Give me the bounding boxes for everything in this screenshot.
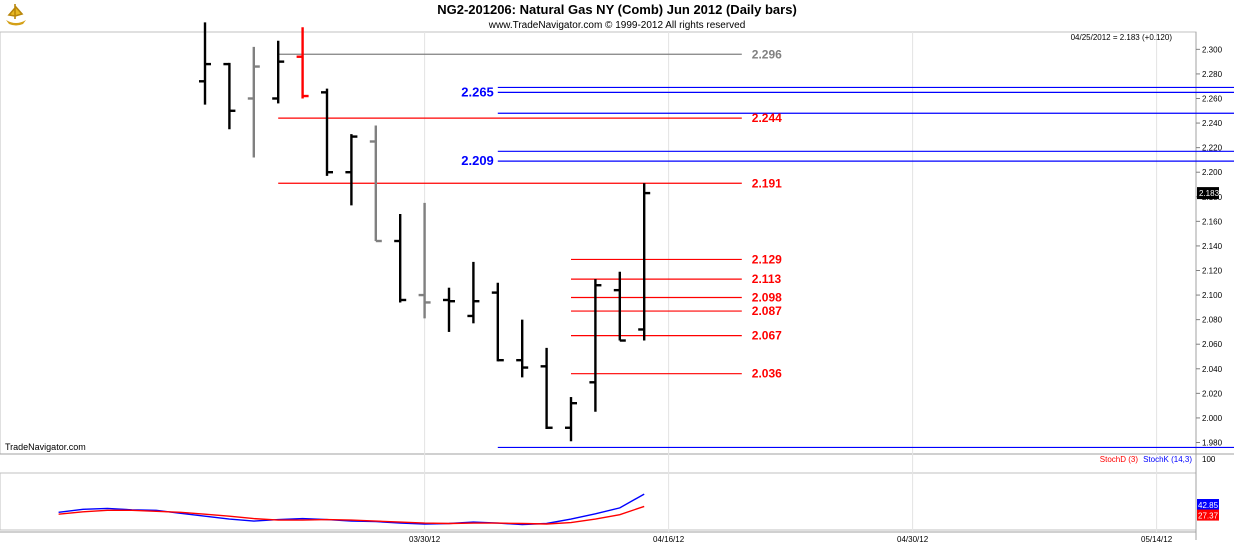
ohlc-bar <box>345 134 358 206</box>
stoch-d-value-box <box>1197 509 1219 521</box>
level-label: 2.113 <box>752 272 782 286</box>
level-label: 2.036 <box>752 367 782 381</box>
ohlc-bar <box>199 22 211 105</box>
ohlc-bar <box>296 27 309 99</box>
price-tick-label: 2.020 <box>1202 389 1223 398</box>
ohlc-bar <box>321 88 333 176</box>
ohlc-bar <box>638 183 651 341</box>
date-tick-label: 04/30/12 <box>897 535 929 544</box>
stoch-d-line <box>58 505 645 525</box>
stoch-d-value: 27.37 <box>1198 512 1219 521</box>
price-tick-label: 2.080 <box>1202 316 1223 325</box>
stoch-k-value-box <box>1197 499 1219 511</box>
price-tick-label: 2.100 <box>1202 291 1223 300</box>
date-tick-label: 05/14/12 <box>1141 535 1173 544</box>
price-tick-label: 2.120 <box>1202 266 1223 275</box>
oscillator-pane <box>0 472 1197 531</box>
ohlc-bar <box>565 397 577 442</box>
last-price-label: 2.183 <box>1199 189 1220 198</box>
ohlc-bar <box>272 40 285 104</box>
ohlc-bar <box>394 213 407 303</box>
price-tick-label: 2.200 <box>1202 168 1223 177</box>
level-label: 2.067 <box>752 329 782 343</box>
copyright-subtitle: www.TradeNavigator.com © 1999-2012 All r… <box>488 20 746 31</box>
price-tick-label: 2.240 <box>1202 119 1223 128</box>
price-tick-label: 2.160 <box>1202 217 1223 226</box>
price-tick-label: 2.060 <box>1202 340 1223 349</box>
ohlc-bar <box>516 319 529 378</box>
level-label: 2.244 <box>752 111 782 125</box>
ohlc-bar <box>443 287 455 332</box>
level-label: 2.087 <box>752 304 782 318</box>
price-tick-label: 2.000 <box>1202 414 1223 423</box>
price-tick-label: 2.280 <box>1202 70 1223 79</box>
level-label: 2.191 <box>752 176 782 190</box>
ohlc-bar <box>247 46 260 158</box>
price-tick-label: 1.980 <box>1202 439 1223 448</box>
price-pane <box>0 31 1197 455</box>
level-label: 2.129 <box>752 252 782 266</box>
stoch-d-legend: StochD (3) <box>1100 455 1139 464</box>
stoch-k-value: 42.85 <box>1198 501 1219 510</box>
price-tick-label: 2.220 <box>1202 144 1223 153</box>
price-tick-label: 2.040 <box>1202 365 1223 374</box>
ohlc-bar <box>223 62 236 130</box>
price-tick-label: 2.300 <box>1202 45 1223 54</box>
ohlc-bar <box>589 279 602 412</box>
ohlc-bar <box>418 202 431 319</box>
date-tick-label: 03/30/12 <box>409 535 441 544</box>
last-price-box <box>1197 187 1219 200</box>
level-label: 2.296 <box>752 47 782 61</box>
level-label: 2.098 <box>752 291 782 305</box>
level-label: 2.265 <box>461 84 494 99</box>
chart-title: NG2-201206: Natural Gas NY (Comb) Jun 20… <box>437 2 797 17</box>
last-price-info: 04/25/2012 = 2.183 (+0.120) <box>1071 33 1173 42</box>
stoch-k-legend: StochK (14,3) <box>1143 455 1192 464</box>
oscillator-tick-label: 100 <box>1202 455 1216 464</box>
ohlc-bar <box>613 271 626 342</box>
gold-ship-logo-icon <box>6 4 26 26</box>
watermark-text: TradeNavigator.com <box>5 442 86 452</box>
price-tick-label: 2.140 <box>1202 242 1223 251</box>
ohlc-bar <box>369 125 382 243</box>
date-tick-label: 04/16/12 <box>653 535 685 544</box>
level-label: 2.209 <box>461 153 494 168</box>
ohlc-bar <box>540 347 553 429</box>
ohlc-bar <box>491 282 504 362</box>
price-tick-label: 2.260 <box>1202 94 1223 103</box>
ohlc-bar <box>467 261 480 324</box>
